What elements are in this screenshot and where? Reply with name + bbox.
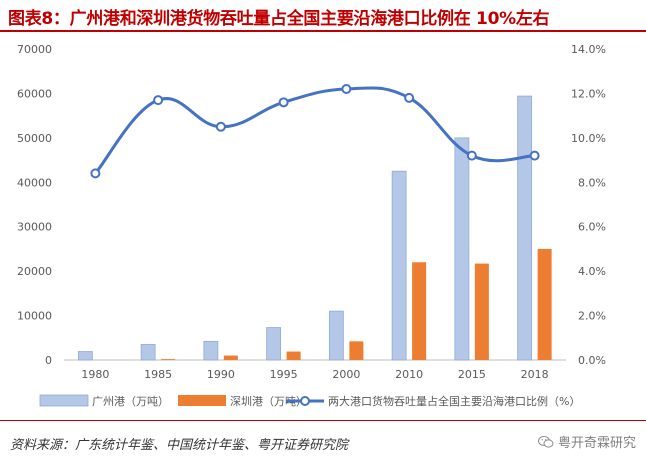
left-tick-label: 50000 <box>17 132 52 145</box>
left-tick-label: 70000 <box>17 43 52 56</box>
bar-guangzhou <box>140 344 156 361</box>
bar-guangzhou <box>328 310 344 361</box>
x-tick-label: 2010 <box>395 368 423 381</box>
right-tick-label: 0.0% <box>578 354 606 367</box>
bar-shenzhen <box>161 359 176 360</box>
left-tick-label: 20000 <box>17 265 52 278</box>
watermark-text: 粤开奇霖研究 <box>557 436 636 451</box>
ratio-point <box>466 150 477 161</box>
source-note: 资料来源：广东统计年鉴、中国统计年鉴、粤开证券研究院 <box>10 438 349 453</box>
ratio-point <box>153 95 164 106</box>
ratio-point <box>90 168 101 179</box>
right-axis-ticks: 0.0% 2.0% 4.0% 6.0% 8.0% 10.0% 12.0% 14.0% <box>571 43 606 367</box>
ratio-point <box>278 97 289 108</box>
left-tick-label: 60000 <box>17 87 52 100</box>
right-tick-label: 2.0% <box>578 310 606 323</box>
legend-label-guangzhou: 广州港（万吨） <box>92 395 169 408</box>
bar-guangzhou <box>203 340 219 361</box>
x-tick-label: 2000 <box>332 368 360 381</box>
bar-shenzhen <box>349 341 364 360</box>
x-tick-label: 2018 <box>521 368 549 381</box>
title-divider <box>0 30 646 32</box>
bar-guangzhou <box>454 137 470 361</box>
right-tick-label: 14.0% <box>571 43 606 56</box>
legend-swatch-guangzhou <box>39 394 89 407</box>
ratio-point <box>529 150 540 161</box>
legend-label-ratio: 两大港口货物吞吐量占全国主要沿海港口比例（%） <box>328 394 580 408</box>
right-tick-label: 4.0% <box>578 265 606 278</box>
left-axis-ticks: 0 10000 20000 30000 40000 50000 60000 70000 <box>17 43 52 367</box>
right-tick-label: 6.0% <box>578 221 606 234</box>
bar-guangzhou <box>517 95 533 361</box>
x-tick-label: 1990 <box>207 368 235 381</box>
bar-guangzhou <box>391 170 407 361</box>
bar-guangzhou <box>77 351 93 361</box>
left-tick-label: 0 <box>45 354 52 367</box>
left-tick-label: 10000 <box>17 310 52 323</box>
x-axis-labels: 1980 1985 1990 1995 2000 2010 2015 2018 <box>81 368 548 381</box>
ratio-point <box>215 121 226 132</box>
legend-label-shenzhen: 深圳港（万吨） <box>230 395 307 408</box>
footer-divider <box>0 420 646 421</box>
watermark: 粤开奇霖研究 <box>537 432 636 451</box>
legend: 广州港（万吨） 深圳港（万吨） 两大港口货物吞吐量占全国主要沿海港口比例（%） <box>39 394 580 408</box>
bar-shenzhen <box>412 262 427 360</box>
chart: 0 10000 20000 30000 40000 50000 60000 70000 0.0… <box>17 43 606 408</box>
right-tick-label: 10.0% <box>571 132 606 145</box>
left-tick-label: 30000 <box>17 221 52 234</box>
left-tick-label: 40000 <box>17 176 52 189</box>
legend-marker-ratio <box>300 396 310 406</box>
bars <box>77 95 552 361</box>
bar-shenzhen <box>286 351 301 360</box>
ratio-point <box>404 92 415 103</box>
x-tick-label: 2015 <box>458 368 486 381</box>
ratio-series-points <box>90 83 540 179</box>
chart-title: 图表8：广州港和深圳港货物吞吐量占全国主要沿海港口比例在 10%左右 <box>8 9 550 29</box>
ratio-point <box>341 83 352 94</box>
x-tick-label: 1995 <box>270 368 298 381</box>
wechat-icon <box>537 435 554 449</box>
right-tick-label: 8.0% <box>578 176 606 189</box>
bar-shenzhen <box>223 355 238 360</box>
right-tick-label: 12.0% <box>571 87 606 100</box>
bar-shenzhen <box>474 263 489 360</box>
bar-shenzhen <box>537 248 552 360</box>
bar-guangzhou <box>266 327 282 361</box>
x-tick-label: 1980 <box>81 368 109 381</box>
legend-swatch-shenzhen <box>178 395 226 406</box>
x-tick-label: 1985 <box>144 368 172 381</box>
